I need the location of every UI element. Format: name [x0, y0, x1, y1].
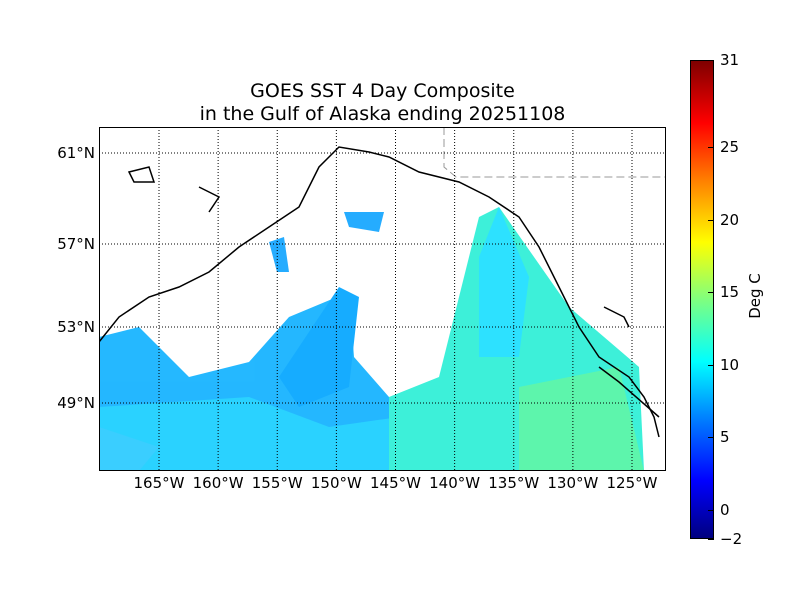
colorbar-tick — [708, 60, 714, 61]
graticule — [99, 127, 666, 471]
colorbar-tick-label: 10 — [720, 355, 740, 374]
lat-label: 49°N — [57, 394, 95, 412]
lon-label: 160°W — [192, 474, 244, 492]
colorbar — [690, 60, 714, 539]
lon-label: 125°W — [606, 474, 658, 492]
colorbar-label: Deg C — [746, 273, 764, 319]
sst-field — [99, 207, 644, 471]
colorbar-tick — [708, 292, 714, 294]
colorbar-tick-label: 5 — [720, 428, 730, 447]
coastline — [99, 146, 660, 438]
lon-label: 145°W — [370, 474, 421, 492]
colorbar-tick — [708, 147, 714, 149]
colorbar-tick-label: 15 — [720, 283, 740, 302]
colorbar-tick-label: −2 — [720, 530, 743, 548]
title-line-2: in the Gulf of Alaska ending 20251108 — [199, 103, 566, 125]
colorbar-tick-label: 25 — [720, 138, 740, 157]
lon-label: 150°W — [310, 474, 362, 492]
map-frame — [99, 127, 666, 471]
colorbar-tick — [708, 509, 714, 511]
lon-label: 165°W — [133, 474, 185, 492]
colorbar-tick — [708, 437, 714, 439]
lon-label: 140°W — [429, 474, 481, 492]
lat-label: 61°N — [57, 144, 95, 162]
lat-label: 53°N — [57, 318, 95, 336]
lon-label: 130°W — [547, 474, 599, 492]
colorbar-tick-label: 0 — [720, 500, 730, 519]
lon-label: 135°W — [488, 474, 540, 492]
colorbar-tick-label: 31 — [720, 51, 740, 69]
lat-label: 57°N — [57, 235, 95, 253]
colorbar-tick — [708, 539, 714, 540]
title-line-1: GOES SST 4 Day Composite — [250, 80, 515, 102]
lon-label: 155°W — [251, 474, 303, 492]
colorbar-tick — [708, 364, 714, 366]
border-line — [443, 127, 666, 178]
colorbar-tick — [708, 219, 714, 221]
sst-map — [99, 127, 666, 471]
colorbar-tick-label: 20 — [720, 210, 740, 229]
